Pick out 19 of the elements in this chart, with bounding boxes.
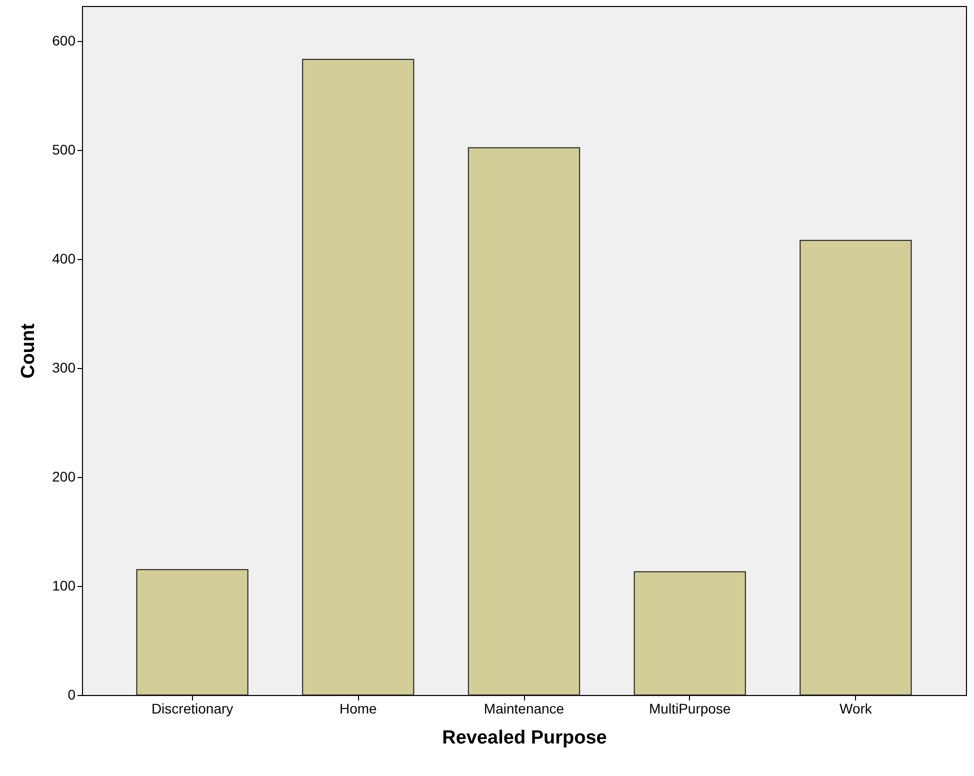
x-tick-label: MultiPurpose bbox=[649, 700, 731, 716]
x-tick-label: Home bbox=[339, 700, 378, 716]
y-tick-label: 200 bbox=[52, 468, 76, 484]
bar bbox=[800, 240, 912, 696]
x-tick-label: Work bbox=[839, 700, 873, 716]
bar bbox=[136, 569, 248, 696]
y-tick-label: 0 bbox=[68, 686, 76, 702]
y-tick-label: 400 bbox=[52, 250, 76, 266]
y-tick-label: 100 bbox=[52, 577, 76, 594]
y-tick-label: 500 bbox=[52, 141, 76, 158]
y-tick-label: 600 bbox=[52, 32, 76, 48]
bar bbox=[468, 147, 580, 696]
x-axis-title: Revealed Purpose bbox=[442, 728, 607, 748]
x-tick-label: Maintenance bbox=[484, 700, 564, 716]
y-axis-title: Count bbox=[18, 322, 40, 378]
x-tick-label: Discretionary bbox=[151, 700, 234, 716]
y-tick-label: 300 bbox=[52, 359, 76, 376]
bar bbox=[634, 571, 746, 696]
bar bbox=[302, 58, 414, 696]
